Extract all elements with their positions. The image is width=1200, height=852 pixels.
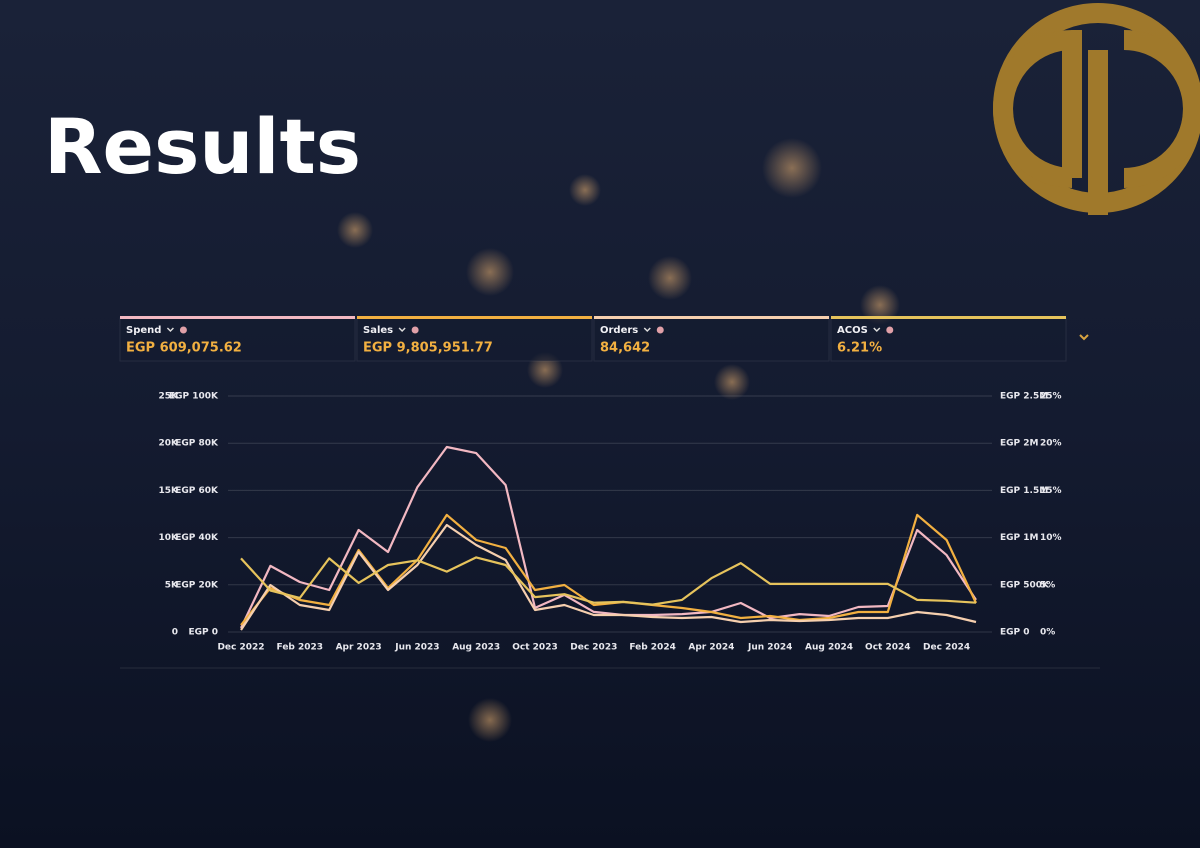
series-line bbox=[240, 523, 977, 631]
y-tick-label: 25% bbox=[1040, 392, 1062, 402]
y-tick-label: 0 bbox=[172, 628, 178, 638]
y-tick-label: EGP 0 bbox=[1000, 628, 1030, 638]
y-tick-label: EGP 100K bbox=[169, 392, 219, 402]
x-tick-label: Feb 2023 bbox=[277, 643, 324, 653]
metric-label: Orders bbox=[600, 325, 638, 336]
y-tick-label: 20K bbox=[159, 439, 180, 449]
x-tick-label: Aug 2024 bbox=[805, 643, 853, 653]
page-title: Results bbox=[44, 102, 361, 191]
y-tick-label: EGP 1.5M bbox=[1000, 486, 1048, 496]
x-tick-label: Dec 2024 bbox=[923, 643, 970, 653]
logo bbox=[993, 3, 1200, 215]
metric-dropdown[interactable] bbox=[398, 327, 406, 333]
series-line bbox=[240, 445, 977, 629]
metric-dropdown[interactable] bbox=[873, 327, 881, 333]
y-tick-label: EGP 0 bbox=[188, 628, 218, 638]
y-tick-label: EGP 1M bbox=[1000, 533, 1039, 543]
y-tick-label: EGP 2M bbox=[1000, 439, 1039, 449]
metric-dropdown[interactable] bbox=[166, 327, 174, 333]
info-icon bbox=[411, 326, 419, 334]
y-tick-label: EGP 80K bbox=[175, 439, 219, 449]
x-tick-label: Jun 2023 bbox=[394, 643, 439, 653]
metric-label: ACOS bbox=[837, 325, 868, 336]
metric-value: 84,642 bbox=[600, 341, 650, 356]
y-tick-label: EGP 500K bbox=[1000, 580, 1050, 590]
y-tick-label: EGP 60K bbox=[175, 486, 219, 496]
y-tick-label: 5% bbox=[1040, 580, 1055, 590]
x-tick-label: Apr 2023 bbox=[336, 643, 382, 653]
metric-dropdown[interactable] bbox=[643, 327, 651, 333]
series-line bbox=[240, 556, 977, 606]
metric-card bbox=[356, 317, 593, 362]
info-icon bbox=[179, 326, 187, 334]
card-accent bbox=[594, 316, 829, 319]
info-icon bbox=[656, 326, 664, 334]
metric-value: EGP 9,805,951.77 bbox=[363, 341, 493, 356]
metric-value: 6.21% bbox=[837, 341, 882, 356]
x-tick-label: Oct 2024 bbox=[865, 643, 910, 653]
card-accent bbox=[120, 316, 355, 319]
metric-cards: Spend EGP 609,075.62 Sales EGP 9,805,951.77… bbox=[119, 316, 1067, 362]
x-tick-label: Aug 2023 bbox=[452, 643, 500, 653]
card-accent bbox=[831, 316, 1066, 319]
metric-label: Sales bbox=[363, 325, 393, 336]
expand-chevron[interactable] bbox=[1079, 334, 1089, 341]
metric-value: EGP 609,075.62 bbox=[126, 341, 242, 356]
bokeh-decoration bbox=[337, 138, 900, 742]
y-tick-label: 0% bbox=[1040, 628, 1055, 638]
x-tick-label: Jun 2024 bbox=[747, 643, 792, 653]
series-line bbox=[240, 513, 977, 626]
metric-card bbox=[830, 317, 1067, 362]
card-accent bbox=[357, 316, 592, 319]
y-tick-label: 15% bbox=[1040, 486, 1062, 496]
y-tick-label: 10K bbox=[159, 533, 180, 543]
y-tick-label: 10% bbox=[1040, 533, 1062, 543]
y-tick-label: EGP 20K bbox=[175, 580, 219, 590]
y-tick-label: 5K bbox=[165, 580, 179, 590]
x-tick-label: Oct 2023 bbox=[512, 643, 557, 653]
chart: 0 5K 10K 15K 20K 25K EGP 0 EGP 20K EGP 40K EGP 60… bbox=[120, 392, 1100, 669]
y-tick-label: 25K bbox=[159, 392, 180, 402]
y-tick-label: EGP 2.5M bbox=[1000, 392, 1048, 402]
info-icon bbox=[886, 326, 894, 334]
x-tick-label: Dec 2023 bbox=[570, 643, 617, 653]
y-tick-label: 15K bbox=[159, 486, 180, 496]
metric-label: Spend bbox=[126, 325, 161, 336]
x-tick-label: Feb 2024 bbox=[629, 643, 676, 653]
x-tick-label: Dec 2022 bbox=[217, 643, 264, 653]
y-tick-label: 20% bbox=[1040, 439, 1062, 449]
x-tick-label: Apr 2024 bbox=[688, 643, 734, 653]
y-tick-label: EGP 40K bbox=[175, 533, 219, 543]
